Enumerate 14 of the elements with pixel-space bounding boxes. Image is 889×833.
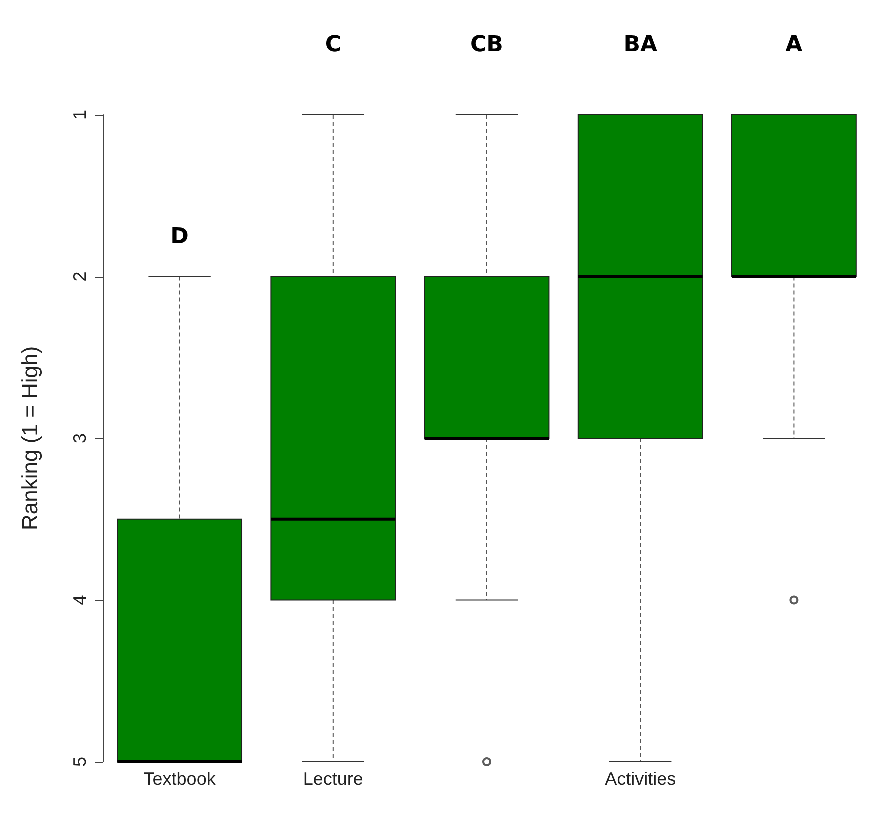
text: BA [624,32,658,58]
text: A [786,32,803,58]
y-axis-title: Ranking (1 = High) [18,346,42,531]
text: CB [470,32,504,58]
x-tick-label: Activities [605,769,676,789]
y-tick-label: 4 [70,595,90,606]
text: C [325,32,342,58]
y-tick-label: 3 [70,433,90,444]
x-tick-label: Textbook [144,769,217,789]
y-tick-label: 1 [70,110,90,120]
annotation: D [170,224,189,250]
y-tick-label: 2 [70,272,90,282]
x-tick-label: Lecture [303,769,364,789]
y-tick-label: 5 [70,756,90,768]
